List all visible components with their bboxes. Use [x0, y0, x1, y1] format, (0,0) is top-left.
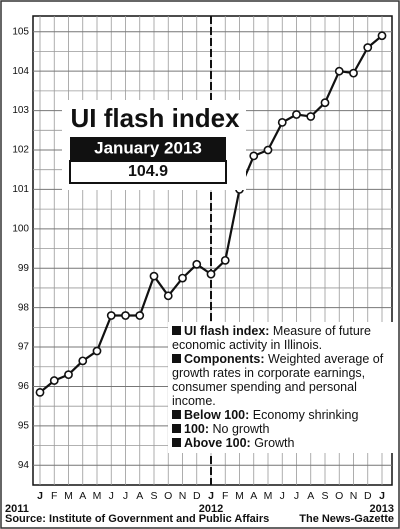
marker	[135, 311, 145, 320]
marker	[106, 311, 116, 320]
x-tick-label: S	[321, 490, 328, 502]
note-term: Below 100:	[184, 408, 250, 422]
y-tick-label: 96	[18, 381, 30, 392]
plot	[35, 31, 387, 397]
x-tick-label: N	[179, 490, 187, 502]
y-tick-label: 102	[12, 145, 29, 156]
x-tick-label: D	[193, 490, 201, 502]
y-tick-label: 100	[12, 223, 29, 234]
x-tick-label: A	[136, 490, 143, 502]
year-label: 2011	[5, 503, 29, 515]
marker	[78, 356, 88, 366]
y-tick-label: 95	[18, 421, 30, 432]
marker	[121, 311, 130, 320]
marker	[163, 291, 173, 301]
marker	[292, 110, 301, 119]
marker	[306, 112, 316, 121]
y-tick-label: 94	[18, 460, 30, 471]
x-tick-label: A	[79, 490, 86, 502]
source: Source: Institute of Government and Publ…	[5, 513, 269, 525]
y-tick-label: 97	[18, 342, 30, 353]
marker	[206, 269, 216, 279]
note-text: Growth	[254, 436, 295, 450]
marker	[349, 68, 358, 78]
x-tick-label: O	[164, 490, 172, 502]
marker	[35, 387, 45, 397]
bullet	[172, 424, 181, 433]
callout-value: 104.9	[128, 163, 168, 180]
x-tick-label: F	[222, 490, 228, 502]
x-tick-label: N	[350, 490, 358, 502]
note-term: UI flash index:	[184, 324, 270, 338]
y-tick-label: 103	[12, 105, 29, 116]
year-label: 2012	[199, 503, 223, 515]
marker	[64, 370, 73, 380]
bullet	[172, 326, 181, 335]
x-tick-label: J	[379, 490, 385, 502]
x-tick-label: J	[123, 490, 128, 502]
x-tick-label: J	[294, 490, 299, 502]
note: 100: No growth	[172, 422, 394, 436]
marker	[277, 118, 287, 127]
marker	[320, 98, 330, 108]
chart-title: UI flash index	[70, 103, 240, 133]
marker	[178, 273, 187, 283]
x-tick-label: A	[250, 490, 257, 502]
x-tick-label: M	[64, 490, 73, 502]
x-tick-label: A	[307, 490, 314, 502]
marker	[363, 43, 373, 52]
year-label: 2013	[370, 503, 394, 515]
marker	[263, 145, 273, 155]
note-term: Above 100:	[184, 436, 251, 450]
marker	[249, 151, 259, 161]
bullet	[172, 438, 181, 447]
bullet	[172, 354, 181, 363]
note-text: Weighted average of growth rates in corp…	[172, 352, 384, 408]
note: UI flash index: Measure of future econom…	[172, 324, 394, 352]
y-tick-label: 104	[12, 66, 29, 77]
marker	[334, 66, 344, 76]
y-tick-label: 99	[18, 263, 30, 274]
note-term: 100:	[184, 422, 210, 436]
note-text: Measure of future economic activity in I…	[172, 324, 371, 352]
x-tick-label: S	[150, 490, 157, 502]
x-tick-label: O	[335, 490, 343, 502]
callout-head	[70, 137, 226, 161]
note: Above 100: Growth	[172, 436, 394, 450]
credit: The News-Gazette	[299, 513, 394, 525]
notes-box: UI flash index: Measure of future econom…	[168, 322, 396, 453]
x-tick-label: M	[235, 490, 244, 502]
marker	[49, 376, 59, 385]
x-tick-label: F	[51, 490, 57, 502]
x-tick-label: J	[109, 490, 114, 502]
marker	[149, 271, 159, 281]
note-term: Components:	[184, 352, 265, 366]
callout-label: January 2013	[94, 138, 202, 157]
callout-body	[69, 160, 227, 184]
bullet	[172, 410, 181, 419]
x-tick-label: M	[264, 490, 273, 502]
marker	[192, 259, 202, 269]
x-tick-label: J	[280, 490, 285, 502]
note-text: Economy shrinking	[252, 408, 359, 422]
y-tick-label: 105	[12, 26, 29, 37]
marker	[377, 31, 387, 41]
note-text: No growth	[212, 422, 270, 436]
x-tick-label: J	[208, 490, 214, 502]
marker	[220, 255, 230, 265]
marker	[92, 346, 102, 356]
y-tick-label: 98	[18, 302, 30, 313]
y-tick-label: 101	[12, 184, 29, 195]
note: Below 100: Economy shrinking	[172, 408, 394, 422]
x-tick-label: M	[93, 490, 102, 502]
note: Components: Weighted average of growth r…	[172, 352, 394, 408]
x-tick-label: J	[37, 490, 43, 502]
x-tick-label: D	[364, 490, 372, 502]
